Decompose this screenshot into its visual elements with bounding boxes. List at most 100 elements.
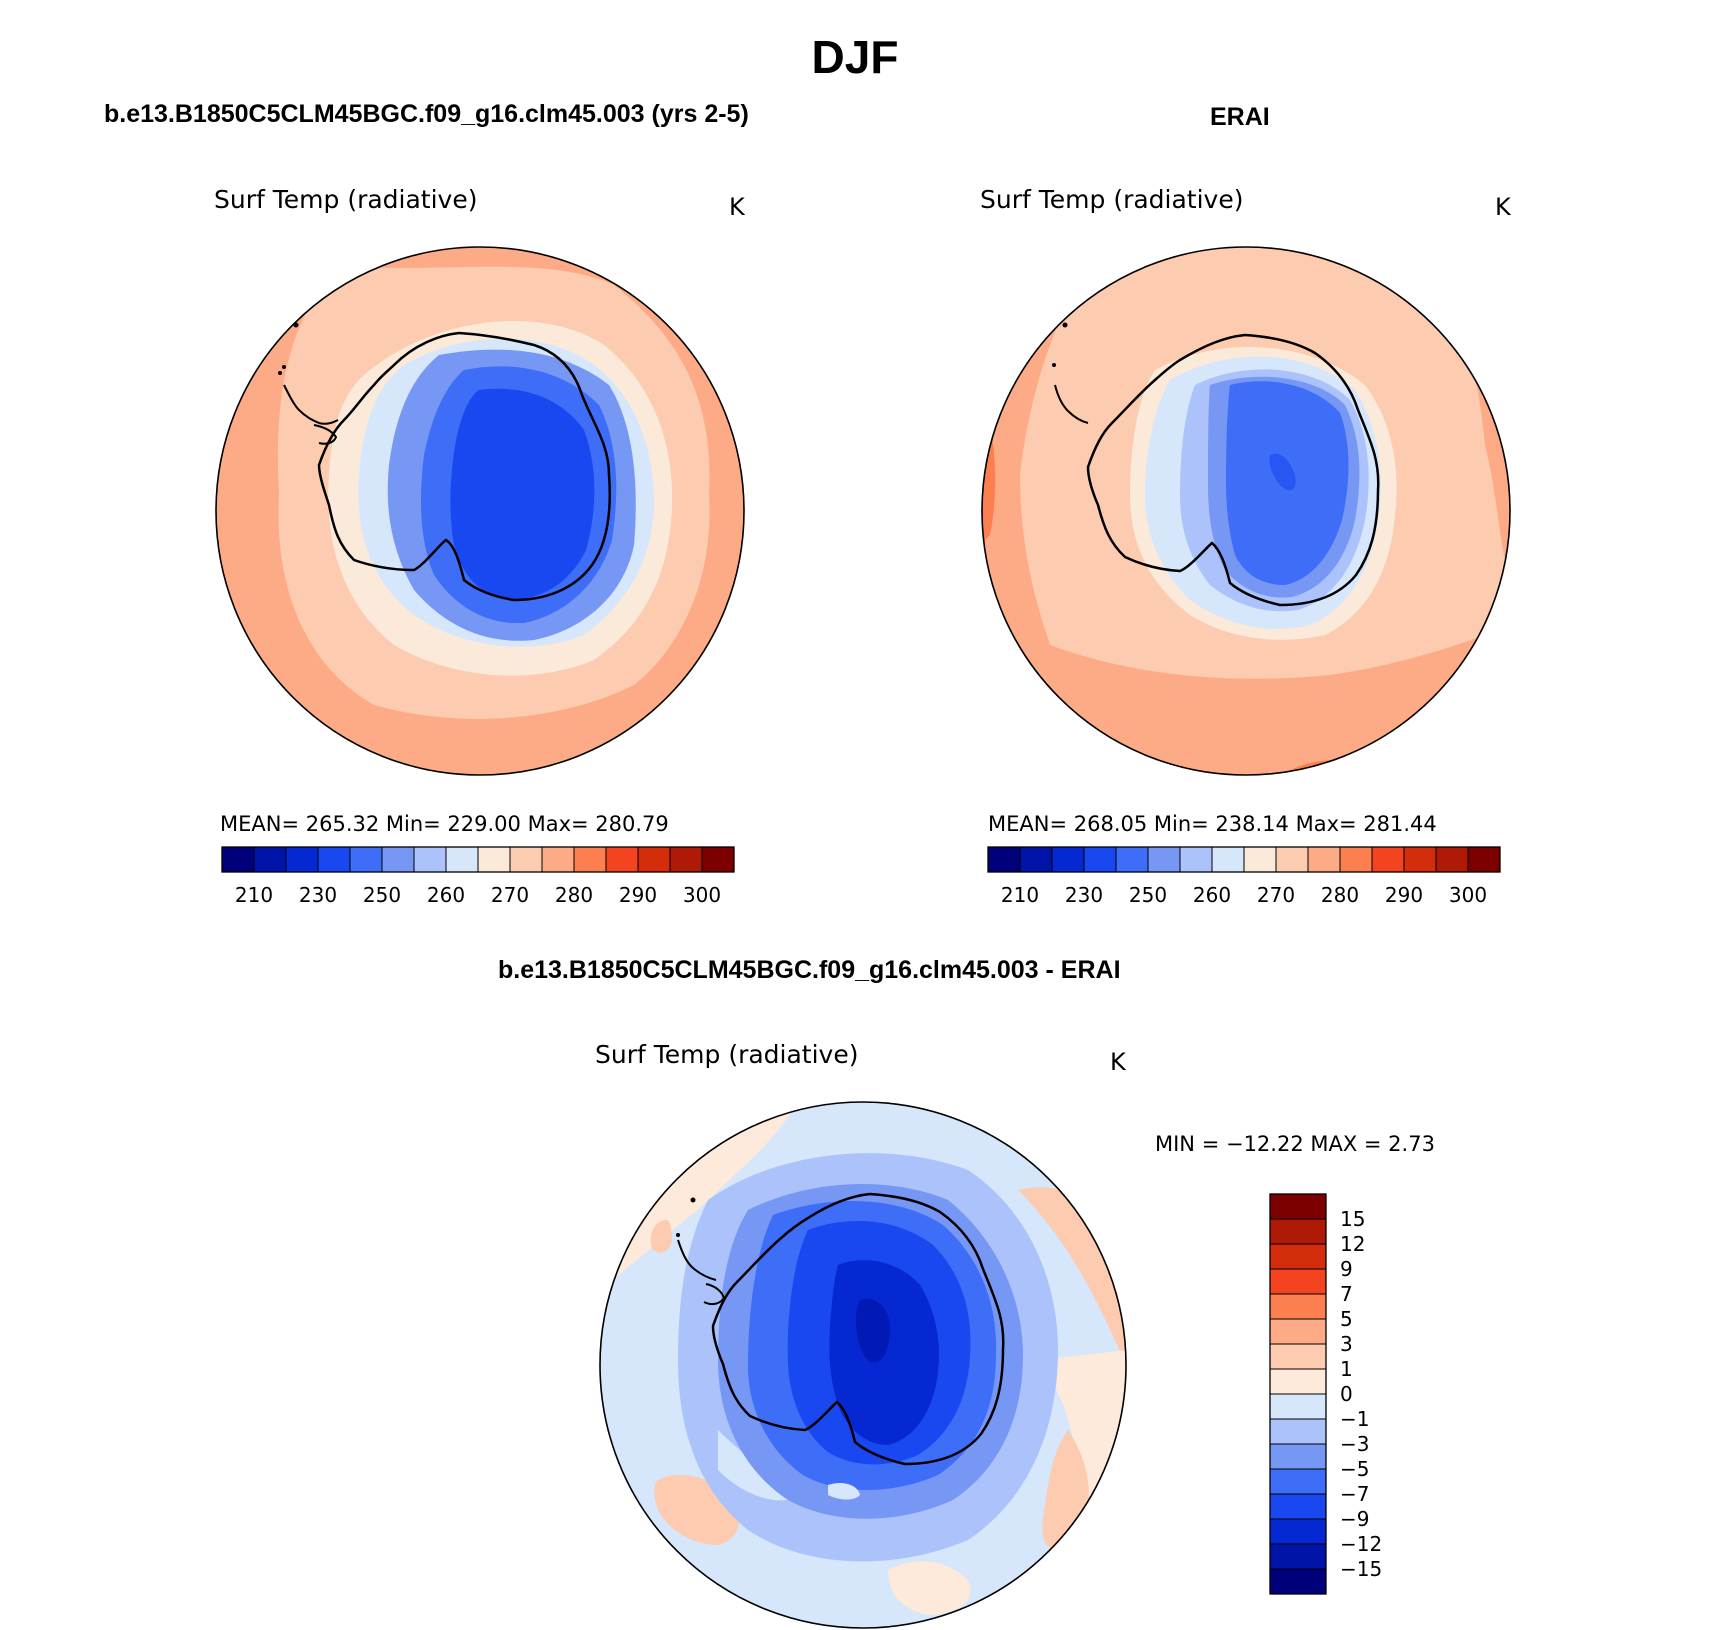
- obs-map-border: [981, 246, 1511, 776]
- colorbar-tick-label: 260: [1193, 883, 1231, 907]
- colorbar-cell: [1275, 846, 1309, 873]
- diff-colorbar-cell: [1269, 1193, 1327, 1220]
- diff-colorbar-tick-label: 3: [1340, 1332, 1353, 1356]
- obs-case-title: ERAI: [1210, 103, 1270, 131]
- colorbar-cell: [1051, 846, 1085, 873]
- diff-colorbar-tick-label: 9: [1340, 1257, 1353, 1281]
- colorbar-tick-label: 290: [619, 883, 657, 907]
- colorbar-cell: [221, 846, 255, 873]
- colorbar-tick-label: 210: [1001, 883, 1039, 907]
- colorbar-cell: [1467, 846, 1501, 873]
- diff-colorbar-cell: [1269, 1443, 1327, 1470]
- diff-stats: MIN = −12.22 MAX = 2.73: [1155, 1132, 1435, 1156]
- colorbar-tick-label: 270: [1257, 883, 1295, 907]
- colorbar-cell: [1435, 846, 1469, 873]
- diff-colorbar-cell: [1269, 1418, 1327, 1445]
- colorbar-tick-label: 270: [491, 883, 529, 907]
- diff-colorbar-tick-label: 5: [1340, 1307, 1353, 1331]
- diff-polar-map: [599, 1101, 1127, 1629]
- colorbar-cell: [253, 846, 287, 873]
- colorbar-cell: [1243, 846, 1277, 873]
- colorbar-cell: [1083, 846, 1117, 873]
- colorbar-cell: [1211, 846, 1245, 873]
- obs-units-label: K: [1495, 193, 1511, 221]
- diff-colorbar-cell: [1269, 1343, 1327, 1370]
- colorbar-tick-label: 230: [299, 883, 337, 907]
- diff-colorbar-tick-label: 1: [1340, 1357, 1353, 1381]
- obs-polar-map: [981, 246, 1511, 776]
- diff-colorbar-cell: [1269, 1468, 1327, 1495]
- diff-colorbar-cell: [1269, 1318, 1327, 1345]
- colorbar-tick-label: 300: [1449, 883, 1487, 907]
- diff-colorbar-tick-label: −12: [1340, 1532, 1382, 1556]
- model-case-title: b.e13.B1850C5CLM45BGC.f09_g16.clm45.003 …: [104, 100, 749, 128]
- diff-colorbar-cell: [1269, 1543, 1327, 1570]
- obs-stats: MEAN= 268.05 Min= 238.14 Max= 281.44: [988, 812, 1437, 836]
- diff-colorbar-tick-label: −1: [1340, 1407, 1369, 1431]
- colorbar-cell: [573, 846, 607, 873]
- colorbar-cell: [605, 846, 639, 873]
- colorbar-cell: [509, 846, 543, 873]
- colorbar-cell: [381, 846, 415, 873]
- diff-colorbar-cell: [1269, 1393, 1327, 1420]
- model-coastline: [317, 331, 611, 602]
- colorbar-tick-label: 300: [683, 883, 721, 907]
- colorbar-cell: [1403, 846, 1437, 873]
- colorbar-cell: [285, 846, 319, 873]
- diff-colorbar-tick-label: −3: [1340, 1432, 1369, 1456]
- diff-case-title: b.e13.B1850C5CLM45BGC.f09_g16.clm45.003 …: [498, 956, 1121, 984]
- colorbar-cell: [1179, 846, 1213, 873]
- diff-colorbar-cell: [1269, 1493, 1327, 1520]
- diff-colorbar-tick-label: −15: [1340, 1557, 1382, 1581]
- diff-colorbar-cell: [1269, 1293, 1327, 1320]
- diff-colorbar-tick-label: 0: [1340, 1382, 1353, 1406]
- colorbar-tick-label: 250: [363, 883, 401, 907]
- diff-colorbar-cell: [1269, 1268, 1327, 1295]
- colorbar-cell: [701, 846, 735, 873]
- colorbar-cell: [1019, 846, 1053, 873]
- colorbar-tick-label: 280: [1321, 883, 1359, 907]
- colorbar-cell: [637, 846, 671, 873]
- diff-colorbar-cell: [1269, 1518, 1327, 1545]
- colorbar-cell: [541, 846, 575, 873]
- diff-colorbar-tick-label: −7: [1340, 1482, 1369, 1506]
- diff-colorbar-cell: [1269, 1218, 1327, 1245]
- colorbar-cell: [1371, 846, 1405, 873]
- colorbar-tick-label: 230: [1065, 883, 1103, 907]
- diff-colorbar-tick-label: −5: [1340, 1457, 1369, 1481]
- model-colorbar: 210 230 250 260 270 280 290 300: [221, 846, 735, 907]
- figure-title: DJF: [811, 31, 899, 83]
- diff-variable-label: Surf Temp (radiative): [595, 1040, 859, 1069]
- model-variable-label: Surf Temp (radiative): [214, 185, 478, 214]
- diff-colorbar-tick-label: 15: [1340, 1207, 1365, 1231]
- diff-units-label: K: [1110, 1048, 1126, 1076]
- colorbar-tick-label: 210: [235, 883, 273, 907]
- diff-colorbar-tick-label: 12: [1340, 1232, 1365, 1256]
- colorbar-tick-label: 280: [555, 883, 593, 907]
- diff-colorbar-cell: [1269, 1368, 1327, 1395]
- colorbar-cell: [1339, 846, 1373, 873]
- colorbar-tick-label: 250: [1129, 883, 1167, 907]
- diff-colorbar-tick-label: −9: [1340, 1507, 1369, 1531]
- colorbar-tick-label: 260: [427, 883, 465, 907]
- colorbar-cell: [317, 846, 351, 873]
- obs-variable-label: Surf Temp (radiative): [980, 185, 1244, 214]
- colorbar-cell: [349, 846, 383, 873]
- model-polar-map: [215, 246, 745, 776]
- model-map-border: [215, 246, 745, 776]
- diff-colorbar-cell: [1269, 1243, 1327, 1270]
- colorbar-cell: [1115, 846, 1149, 873]
- colorbar-cell: [413, 846, 447, 873]
- obs-coastline: [1086, 333, 1380, 607]
- colorbar-cell: [477, 846, 511, 873]
- model-stats: MEAN= 265.32 Min= 229.00 Max= 280.79: [220, 812, 669, 836]
- diff-colorbar-tick-label: 7: [1340, 1282, 1353, 1306]
- diff-coastline: [711, 1192, 1005, 1466]
- diff-colorbar-cell: [1269, 1568, 1327, 1595]
- model-units-label: K: [729, 193, 745, 221]
- colorbar-cell: [1147, 846, 1181, 873]
- colorbar-cell: [987, 846, 1021, 873]
- colorbar-cell: [445, 846, 479, 873]
- colorbar-cell: [669, 846, 703, 873]
